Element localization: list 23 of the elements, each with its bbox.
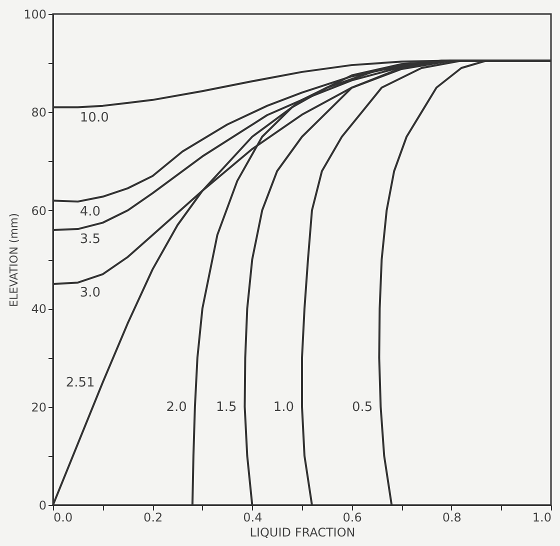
x-tick-label: 0.2 [144,510,163,524]
series-label: 2.51 [66,375,95,390]
series-label: 4.0 [80,204,101,220]
series-label: 3.5 [80,232,101,248]
y-tick-label: 100 [24,8,46,22]
series-label: 3.0 [80,286,101,301]
series-label: 2.0 [166,400,187,415]
y-tick-label: 0 [38,498,46,512]
x-axis-title: LIQUID FRACTION [250,526,356,540]
x-tick-label: 0.8 [442,510,462,524]
y-tick-label: 60 [31,204,46,218]
x-tick-label: 0.0 [54,510,73,524]
series-label: 1.0 [273,400,294,415]
y-tick-label: 20 [31,400,46,414]
series-label: 0.5 [352,400,373,415]
x-tick-label: 0.4 [243,510,262,524]
x-tick-label: 1.0 [532,510,552,524]
y-tick-label: 80 [31,106,46,120]
series-label: 10.0 [80,110,109,126]
y-tick-label: 40 [31,302,46,316]
x-tick-label: 0.6 [342,510,362,524]
series-label: 1.5 [216,400,237,415]
y-axis-title: ELEVATION (mm) [8,213,21,307]
